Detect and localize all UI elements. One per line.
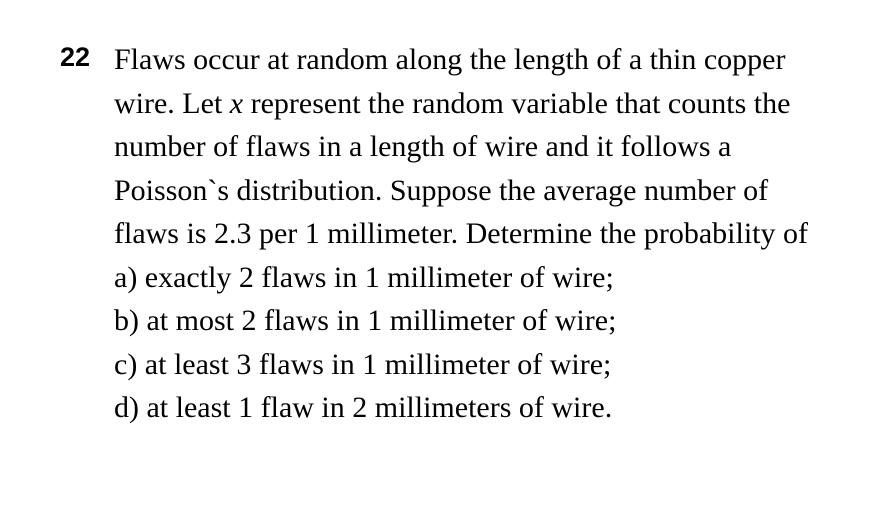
- sub-item-b: b) at most 2 flaws in 1 millimeter of wi…: [114, 299, 835, 343]
- sub-item-c: c) at least 3 flaws in 1 millimeter of w…: [114, 343, 835, 387]
- problem-variable: x: [230, 87, 243, 120]
- sub-item-a: a) exactly 2 flaws in 1 millimeter of wi…: [114, 256, 835, 300]
- problem-body: Flaws occur at random along the length o…: [114, 38, 835, 430]
- problem-container: 22 Flaws occur at random along the lengt…: [50, 38, 835, 430]
- sub-items: a) exactly 2 flaws in 1 millimeter of wi…: [114, 256, 835, 430]
- problem-number: 22: [50, 38, 90, 77]
- sub-item-d: d) at least 1 flaw in 2 millimeters of w…: [114, 386, 835, 430]
